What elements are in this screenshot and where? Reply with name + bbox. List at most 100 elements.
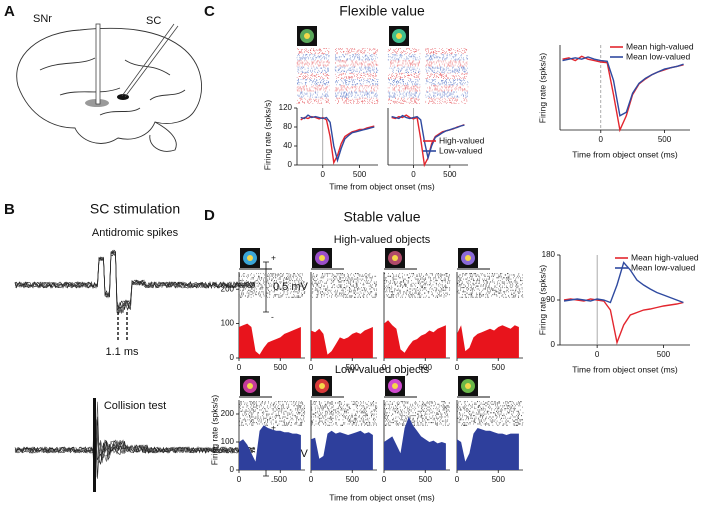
- x-axis-label: Time from object onset (ms): [572, 364, 678, 374]
- x-tick-label: 500: [346, 475, 360, 484]
- raster: [238, 401, 306, 426]
- x-tick-label: 0: [309, 475, 314, 484]
- scale-sign: -: [271, 311, 274, 321]
- panel-label: D: [204, 207, 215, 224]
- x-tick-label: 500: [492, 475, 506, 484]
- psth-area: [457, 428, 519, 470]
- raster: [310, 273, 377, 298]
- x-tick-label: 500: [274, 475, 288, 484]
- x-tick-label: 500: [657, 350, 671, 359]
- x-tick-label: 500: [353, 170, 367, 179]
- y-tick-label: 80: [283, 122, 292, 131]
- legend-label: Mean high-valued: [631, 252, 699, 262]
- section-title: Stable value: [343, 209, 420, 225]
- voltage-trace: [14, 249, 256, 313]
- voltage-trace: [14, 438, 256, 469]
- stim-subtitle: Collision test: [104, 400, 166, 412]
- y-tick-label: 120: [279, 103, 293, 112]
- panel-label: A: [4, 3, 15, 20]
- scale-sign: -: [271, 475, 274, 485]
- panel-label: B: [4, 201, 15, 218]
- latency-label: 1.1 ms: [105, 346, 139, 358]
- x-tick-label: 500: [274, 363, 288, 372]
- x-tick-label: 500: [658, 135, 672, 144]
- legend-label: Mean low-valued: [631, 262, 696, 272]
- sc-electrode: [121, 23, 179, 98]
- series-line: [391, 114, 465, 161]
- x-tick-label: 0: [411, 170, 416, 179]
- object-icon-shape: [304, 33, 310, 39]
- voltage-trace: [14, 401, 256, 465]
- y-tick-label: 200: [221, 284, 235, 293]
- object-icon-shape: [465, 383, 471, 389]
- y-tick-label: 200: [221, 409, 235, 418]
- stim-artifact: [93, 398, 96, 492]
- y-tick-label: 40: [283, 141, 292, 150]
- section-subtitle: Low-valued objects: [335, 364, 430, 376]
- x-axis-label: Time from object onset (ms): [329, 181, 435, 191]
- stim-title: SC stimulation: [90, 201, 180, 217]
- series-line: [300, 115, 375, 165]
- psth-area: [311, 430, 373, 470]
- panel-label: C: [204, 3, 215, 20]
- x-tick-label: 0: [309, 363, 314, 372]
- voltage-trace: [14, 251, 256, 311]
- x-axis-label: Time from object onset (ms): [572, 149, 678, 159]
- y-axis-label: Firing rate (spks/s): [262, 100, 272, 171]
- y-tick-label: 0: [230, 353, 235, 362]
- psth-area: [239, 323, 301, 358]
- raster: [383, 401, 450, 426]
- raster: [456, 401, 524, 426]
- y-tick-label: 90: [546, 295, 555, 304]
- x-axis-label: Time from object onset (ms): [329, 492, 435, 502]
- series-line: [562, 55, 684, 133]
- voltage-trace: [14, 251, 256, 312]
- raster: [387, 48, 469, 104]
- scale-sign: +: [271, 422, 276, 432]
- raster: [296, 54, 379, 98]
- y-tick-label: 0: [230, 465, 235, 474]
- raster: [296, 48, 379, 104]
- x-tick-label: 500: [419, 363, 433, 372]
- y-tick-label: 0: [551, 340, 556, 349]
- psth-area: [384, 416, 446, 470]
- raster: [383, 273, 451, 298]
- series-line: [563, 261, 684, 304]
- y-axis-label: Firing rate (spks/s): [537, 265, 547, 336]
- series-line: [562, 56, 684, 117]
- raster: [238, 273, 306, 298]
- raster: [310, 401, 378, 426]
- y-axis-label: Firing rate (spks/s): [209, 395, 219, 466]
- x-tick-label: 500: [492, 363, 506, 372]
- x-tick-label: 500: [346, 363, 360, 372]
- y-axis-label: Firing rate (spks/s): [537, 53, 547, 124]
- y-tick-label: 100: [221, 437, 235, 446]
- raster: [387, 54, 469, 98]
- series-line: [563, 298, 684, 345]
- stim-subtitle: Antidromic spikes: [92, 227, 179, 239]
- object-icon-shape: [247, 383, 253, 389]
- scale-label: 0.5 mV: [273, 281, 309, 293]
- section-subtitle: High-valued objects: [334, 234, 431, 246]
- brain-drawing: [16, 27, 202, 152]
- x-tick-label: 0: [321, 170, 326, 179]
- x-tick-label: 0: [599, 135, 604, 144]
- x-tick-label: 0: [455, 363, 460, 372]
- object-icon-shape: [396, 33, 402, 39]
- section-title: Flexible value: [339, 3, 425, 19]
- x-tick-label: 500: [419, 475, 433, 484]
- y-tick-label: 100: [221, 319, 235, 328]
- object-icon-shape: [319, 383, 325, 389]
- x-tick-label: 0: [455, 475, 460, 484]
- object-icon-shape: [392, 255, 398, 261]
- psth-area: [239, 425, 301, 470]
- x-tick-label: 0: [237, 363, 242, 372]
- object-icon-shape: [465, 255, 471, 261]
- legend-label: Low-valued: [439, 145, 483, 155]
- raster: [456, 273, 524, 298]
- brain-label: SC: [146, 15, 161, 27]
- y-tick-label: 180: [542, 250, 556, 259]
- psth-area: [311, 327, 373, 358]
- object-icon-shape: [247, 255, 253, 261]
